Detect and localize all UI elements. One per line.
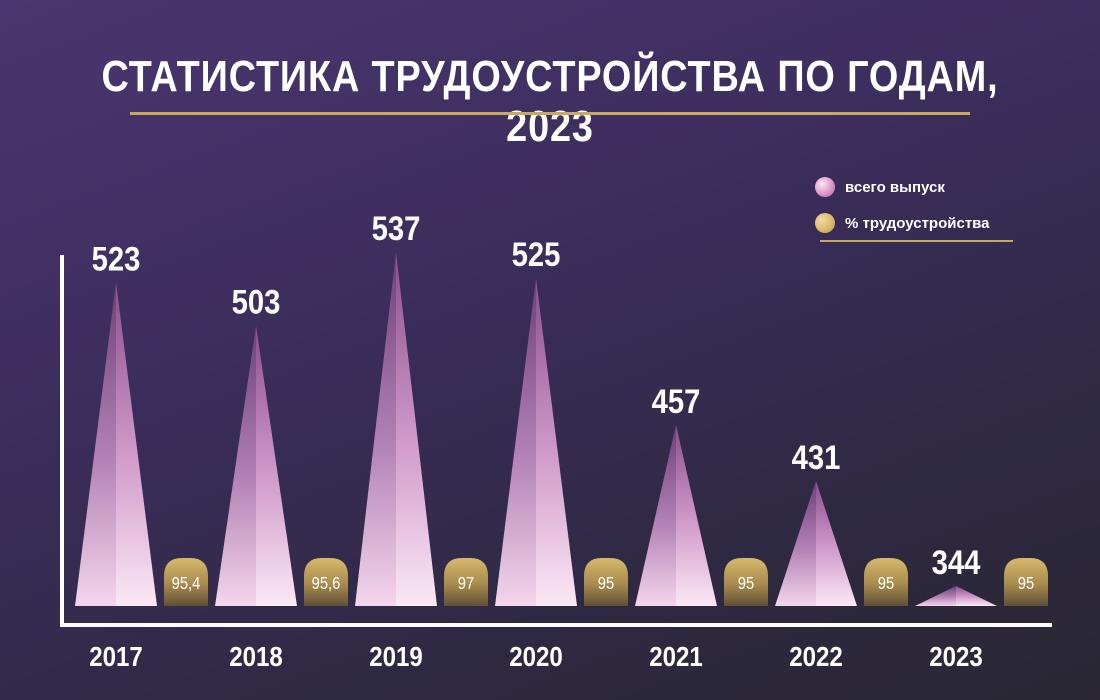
value-label-employment-2021: 95	[738, 574, 754, 594]
value-label-employment-2019: 97	[458, 574, 474, 594]
chart-marks: 523 95,4 2017 503 95,6 2018 537 97 2019 525 95 2020…	[75, 209, 1048, 672]
title-underline	[130, 112, 970, 115]
value-label-total-2023: 344	[932, 543, 981, 582]
value-label-total-2020: 525	[512, 235, 561, 274]
bar-total-right-face	[396, 252, 437, 606]
bar-total-left-face	[495, 278, 536, 606]
bar-total-2021	[635, 424, 717, 606]
employment-badge-shape	[584, 558, 628, 606]
employment-badge-shape	[304, 558, 348, 606]
bar-total-left-face	[75, 282, 116, 606]
legend: всего выпуск % трудоустройства	[815, 174, 1015, 246]
bar-total-right-face	[676, 424, 717, 606]
legend-item-employment: % трудоустройства	[815, 210, 1015, 236]
bar-total-2017	[75, 282, 157, 606]
employment-badge-shape	[864, 558, 908, 606]
bar-total-left-face	[215, 325, 256, 606]
value-label-employment-2018: 95,6	[312, 574, 341, 594]
bar-total-right-face	[116, 282, 157, 606]
bar-employment-2021: 95	[724, 558, 768, 606]
x-tick-label-2020: 2020	[509, 640, 563, 672]
value-label-total-2018: 503	[232, 282, 281, 321]
bar-total-right-face	[256, 325, 297, 606]
bar-employment-2020: 95	[584, 558, 628, 606]
value-label-total-2019: 537	[372, 209, 421, 248]
bar-employment-2017: 95,4	[164, 558, 208, 606]
bar-total-2023	[915, 586, 997, 606]
bar-total-2019	[355, 252, 437, 606]
legend-item-total: всего выпуск	[815, 174, 1015, 200]
bar-employment-2019: 97	[444, 558, 488, 606]
x-tick-label-2023: 2023	[929, 640, 983, 672]
bar-total-left-face	[635, 424, 676, 606]
axes	[60, 255, 1052, 627]
legend-label-total: всего выпуск	[845, 178, 945, 196]
bar-total-left-face	[355, 252, 396, 606]
value-label-employment-2023: 95	[1018, 574, 1034, 594]
bar-total-right-face	[956, 586, 997, 606]
bar-employment-2018: 95,6	[304, 558, 348, 606]
value-label-total-2017: 523	[92, 239, 141, 278]
employment-badge-shape	[444, 558, 488, 606]
value-label-total-2021: 457	[652, 382, 701, 421]
employment-badge-shape	[164, 558, 208, 606]
legend-swatch-employment	[815, 213, 835, 233]
bar-employment-2023: 95	[1004, 558, 1048, 606]
x-tick-label-2021: 2021	[649, 640, 703, 672]
bar-total-left-face	[915, 586, 956, 606]
legend-underline	[820, 240, 1013, 242]
employment-badge-shape	[1004, 558, 1048, 606]
x-tick-label-2022: 2022	[789, 640, 843, 672]
legend-swatch-total	[815, 177, 835, 197]
value-label-employment-2017: 95,4	[172, 574, 201, 594]
x-tick-label-2018: 2018	[229, 640, 283, 672]
bar-employment-2022: 95	[864, 558, 908, 606]
x-tick-label-2017: 2017	[89, 640, 143, 672]
value-label-employment-2020: 95	[598, 574, 614, 594]
bar-total-left-face	[775, 481, 816, 606]
bar-total-right-face	[536, 278, 577, 606]
employment-badge-shape	[724, 558, 768, 606]
bar-total-2020	[495, 278, 577, 606]
value-label-total-2022: 431	[792, 438, 841, 477]
value-label-employment-2022: 95	[878, 574, 894, 594]
chart-title: СТАТИСТИКА ТРУДОУСТРОЙСТВА ПО ГОДАМ, 202…	[101, 52, 999, 151]
bar-total-2018	[215, 325, 297, 606]
bar-total-right-face	[816, 481, 857, 606]
bar-total-2022	[775, 481, 857, 606]
legend-label-employment: % трудоустройства	[845, 214, 990, 232]
x-tick-label-2019: 2019	[369, 640, 423, 672]
